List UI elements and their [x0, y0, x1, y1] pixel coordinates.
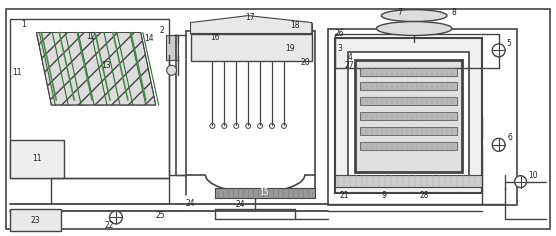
- Text: 27: 27: [345, 61, 354, 70]
- Circle shape: [110, 211, 122, 224]
- Text: 26: 26: [335, 29, 345, 38]
- Bar: [348, 52, 469, 179]
- Bar: [327, 29, 517, 206]
- Text: 24: 24: [186, 199, 195, 208]
- Text: 16: 16: [211, 33, 220, 42]
- Text: 7: 7: [397, 8, 402, 17]
- Text: 17: 17: [245, 13, 255, 22]
- Circle shape: [492, 44, 505, 57]
- Bar: [166, 35, 177, 60]
- Text: 19: 19: [285, 44, 295, 53]
- Bar: [360, 97, 457, 105]
- Polygon shape: [191, 16, 312, 34]
- Bar: [335, 38, 482, 193]
- Text: 3: 3: [337, 44, 342, 53]
- Text: 6: 6: [507, 133, 512, 142]
- Text: 4: 4: [347, 53, 352, 62]
- Text: 11: 11: [12, 68, 21, 77]
- Circle shape: [492, 138, 505, 151]
- Bar: [215, 188, 315, 198]
- Circle shape: [167, 65, 177, 75]
- Text: 24: 24: [235, 200, 245, 209]
- Text: 25: 25: [156, 211, 166, 220]
- Bar: [360, 82, 457, 90]
- Ellipse shape: [376, 21, 452, 35]
- Bar: [9, 140, 64, 178]
- Polygon shape: [37, 33, 156, 105]
- Text: 9: 9: [382, 191, 387, 200]
- Text: 23: 23: [31, 216, 40, 225]
- Bar: [9, 19, 168, 178]
- Text: 1: 1: [21, 20, 26, 29]
- Text: 13: 13: [101, 61, 111, 70]
- Text: 18: 18: [290, 21, 300, 30]
- Bar: [355, 60, 462, 172]
- Text: 2: 2: [160, 26, 164, 35]
- Text: 11: 11: [33, 154, 42, 163]
- Bar: [360, 68, 457, 76]
- Bar: [360, 127, 457, 135]
- Text: 12: 12: [86, 32, 96, 41]
- Text: 8: 8: [451, 8, 456, 17]
- Ellipse shape: [381, 10, 447, 21]
- Text: 5: 5: [506, 39, 511, 48]
- Bar: [360, 142, 457, 150]
- Text: 15: 15: [259, 188, 269, 197]
- Circle shape: [515, 176, 527, 188]
- Text: 20: 20: [300, 58, 310, 67]
- Text: 22: 22: [105, 221, 114, 230]
- Text: 28: 28: [419, 191, 429, 200]
- Bar: [191, 34, 312, 61]
- Bar: [9, 210, 61, 231]
- Text: 14: 14: [144, 34, 153, 43]
- Text: 10: 10: [529, 171, 538, 180]
- Text: 21: 21: [340, 191, 349, 200]
- Bar: [335, 175, 482, 187]
- Bar: [360, 112, 457, 120]
